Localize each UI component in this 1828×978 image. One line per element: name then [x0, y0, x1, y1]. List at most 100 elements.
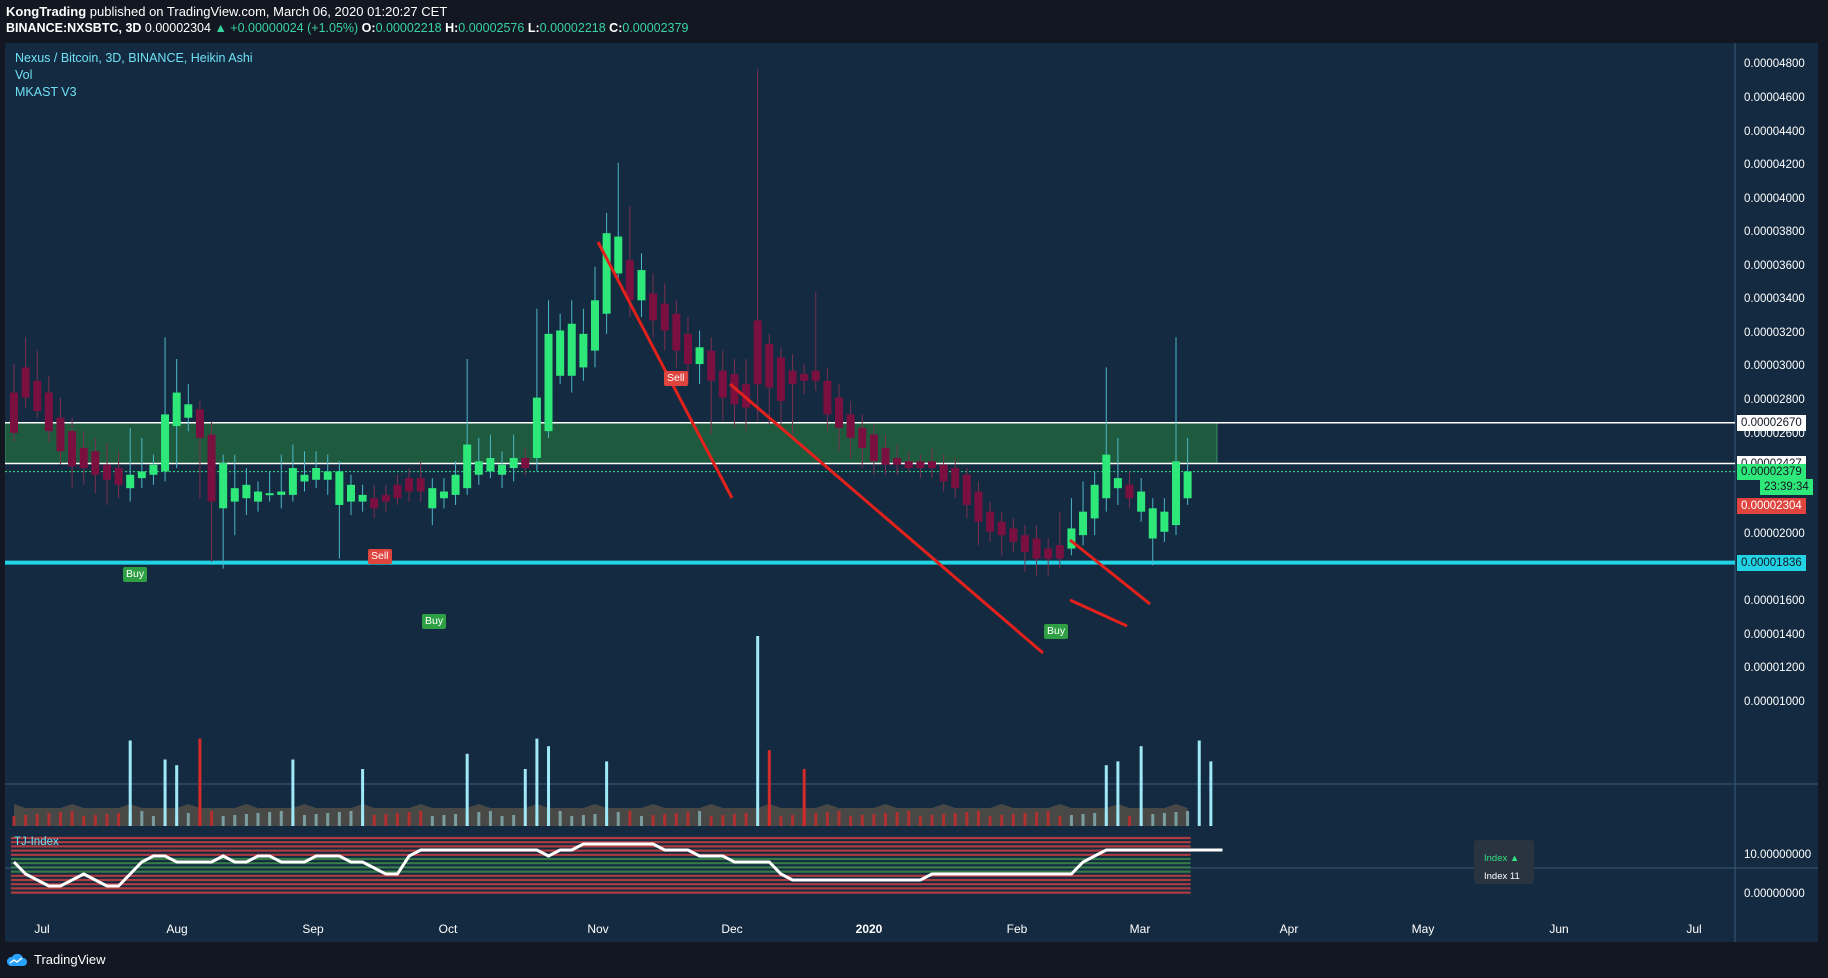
- candle-body: [346, 484, 355, 502]
- sell-signal[interactable]: Sell: [368, 549, 392, 564]
- candle-body: [695, 347, 704, 365]
- volume-bar: [744, 813, 748, 826]
- candle-body: [1183, 471, 1192, 499]
- volume-bar: [221, 816, 225, 826]
- volume-bar: [93, 815, 97, 826]
- volume-bar: [407, 812, 411, 826]
- volume-bar: [1011, 814, 1015, 826]
- candle-body: [265, 493, 274, 496]
- volume-bar: [721, 815, 725, 826]
- candle-body: [962, 474, 971, 505]
- volume-spike-bar: [128, 740, 132, 826]
- cloud-icon: [6, 953, 27, 966]
- volume-bar: [419, 811, 423, 826]
- volume-bar: [965, 812, 969, 826]
- volume-bar: [512, 815, 516, 826]
- volume-bar: [663, 814, 667, 826]
- candle-body: [707, 350, 716, 381]
- candle-body: [21, 367, 30, 398]
- volume-bar: [337, 812, 341, 826]
- candle-body: [904, 461, 913, 469]
- legend-volume[interactable]: Vol: [15, 68, 33, 82]
- candle-body: [1020, 535, 1029, 552]
- volume-bar: [24, 815, 28, 826]
- candle-body: [184, 404, 193, 418]
- candle-body: [509, 457, 518, 469]
- price-tick-label: 0.00002000: [1744, 528, 1805, 541]
- price-tag-support-low: 0.00001836: [1737, 554, 1806, 571]
- price-tick-label: 0.00003600: [1744, 259, 1805, 272]
- volume-bar: [395, 813, 399, 826]
- volume-bar: [210, 811, 214, 826]
- volume-spike-bar: [175, 765, 179, 826]
- chart-area[interactable]: [5, 43, 1818, 942]
- candle-body: [974, 491, 983, 522]
- volume-bar: [1174, 812, 1178, 826]
- candle-body: [1113, 478, 1122, 489]
- candle-body: [1044, 548, 1053, 559]
- volume-bar: [709, 816, 713, 826]
- tj-index-title[interactable]: TJ-Index: [14, 836, 59, 848]
- volume-bar: [918, 816, 922, 826]
- candle-body: [288, 468, 297, 495]
- buy-signal[interactable]: Buy: [422, 614, 447, 629]
- candle-body: [10, 392, 18, 433]
- volume-bar: [837, 811, 841, 826]
- time-axis-label: Dec: [721, 922, 743, 936]
- volume-bar: [58, 812, 62, 826]
- volume-bar: [314, 814, 318, 826]
- sell-signal[interactable]: Sell: [664, 371, 688, 386]
- legend-title[interactable]: Nexus / Bitcoin, 3D, BINANCE, Heikin Ash…: [15, 51, 253, 65]
- publish-info: KongTrading published on TradingView.com…: [6, 4, 447, 19]
- volume-bar: [1046, 811, 1050, 826]
- buy-signal[interactable]: Buy: [1044, 624, 1069, 639]
- tooltip-line1: Index ▲: [1484, 853, 1520, 864]
- candle-body: [312, 468, 321, 480]
- candle-body: [1009, 528, 1018, 542]
- price-tick-label: 0.00003400: [1744, 293, 1805, 306]
- price-tick-label: 0.00003200: [1744, 326, 1805, 339]
- volume-bar: [349, 811, 353, 826]
- volume-bar: [698, 811, 702, 826]
- candle-body: [114, 468, 123, 485]
- buy-signal[interactable]: Buy: [123, 567, 148, 582]
- resistance-zone: [5, 422, 1218, 465]
- candle-body: [823, 380, 832, 415]
- trendline: [729, 382, 1044, 655]
- candle-body: [625, 260, 634, 301]
- author-name[interactable]: KongTrading: [6, 4, 87, 19]
- candle-body: [195, 409, 204, 438]
- volume-bar: [372, 815, 376, 826]
- time-axis-label: Jul: [1686, 922, 1702, 936]
- candle-body: [788, 370, 797, 385]
- volume-bar: [1162, 813, 1166, 826]
- tradingview-logo[interactable]: TradingView: [6, 952, 106, 967]
- candle-body: [33, 380, 42, 412]
- candle-body: [1148, 508, 1157, 539]
- volume-bar: [1035, 812, 1039, 826]
- volume-spike-bar: [1104, 765, 1108, 826]
- volume-spike-bar: [756, 636, 760, 826]
- candle-body: [776, 357, 785, 401]
- volume-bar: [976, 811, 980, 826]
- legend-indicator[interactable]: MKAST V3: [15, 85, 77, 99]
- volume-bar: [593, 814, 597, 826]
- candle-body: [219, 463, 228, 509]
- volume-bar: [860, 815, 864, 826]
- candle-body: [1067, 528, 1076, 549]
- price-chart[interactable]: [5, 43, 1818, 942]
- volume-bar: [384, 814, 388, 826]
- volume-spike-bar: [1197, 740, 1201, 826]
- volume-spike-bar: [523, 769, 527, 826]
- volume-spike-bar: [1209, 761, 1213, 826]
- candle-body: [916, 461, 925, 469]
- candle-body: [591, 300, 599, 351]
- open-value: 0.00002218: [375, 21, 442, 35]
- candle-body: [451, 474, 460, 495]
- volume-bar: [47, 813, 51, 826]
- candle-body: [1102, 454, 1111, 499]
- time-axis-label: Jul: [34, 922, 50, 936]
- volume-bar: [686, 812, 690, 826]
- volume-bar: [732, 814, 736, 826]
- volume-bar: [279, 811, 283, 826]
